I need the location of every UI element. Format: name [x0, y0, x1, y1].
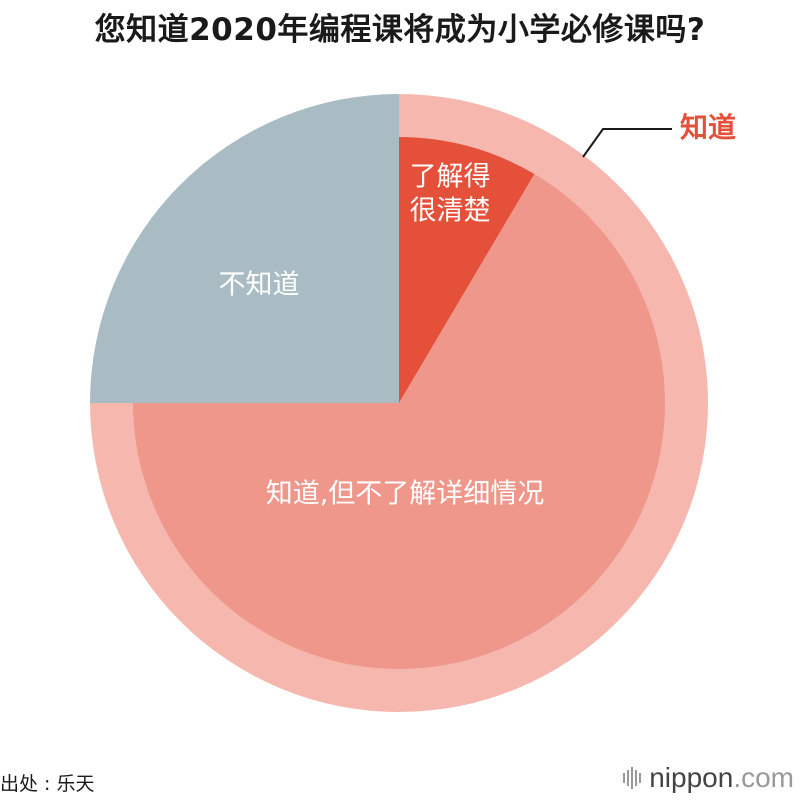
logo-name: nippon	[649, 762, 734, 793]
logo-bars-icon	[623, 767, 642, 789]
logo-suffix: .com	[733, 762, 794, 793]
pie-slice-0	[399, 137, 535, 403]
slice-label-0: 很清楚	[410, 196, 491, 227]
slice-label-0: 了解得	[410, 162, 491, 193]
pie-slice-2	[90, 94, 399, 403]
nippon-logo: nippon.com	[623, 762, 794, 794]
slice-label-1: 知道,但不了解详细情况	[266, 479, 545, 510]
outer-ring-label: 知道	[680, 111, 736, 144]
chart-title: 您知道2020年编程课将成为小学必修课吗?	[94, 12, 706, 48]
source-note: 出处 : 乐天	[0, 773, 95, 795]
slice-label-2: 不知道	[219, 270, 300, 301]
pie-slice-1	[133, 174, 665, 670]
outer-ring-leader-line	[582, 128, 672, 158]
